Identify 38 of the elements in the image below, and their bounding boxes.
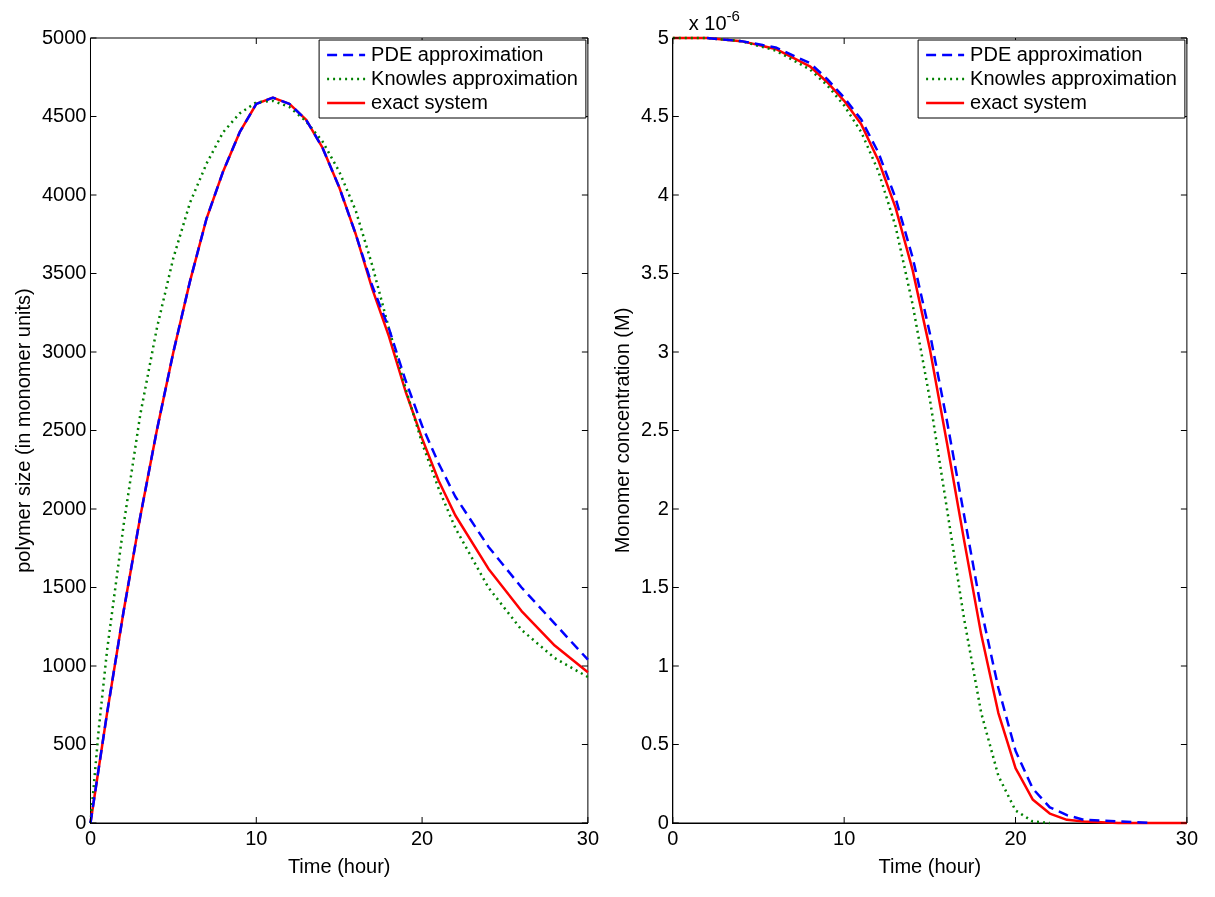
y-tick-label: 2500 [41,418,87,441]
y-tick-label: 5 [657,25,669,48]
x-tick-label: 10 [833,826,856,849]
x-tick-label: 10 [245,826,268,849]
y-tick-label: 500 [53,732,87,755]
y-tick-label: 1000 [41,653,87,676]
legend-label: exact system [371,90,488,113]
y-tick-label: 3 [657,339,669,362]
y-tick-label: 3500 [41,261,87,284]
y-axis-title: Monomer concentration (M) [610,307,633,554]
y-tick-label: 5000 [41,25,87,48]
y-tick-label: 4000 [41,182,87,205]
y-tick-label: 0 [657,810,669,833]
y-tick-label: 4.5 [640,104,669,127]
legend-label: Knowles approximation [371,66,578,89]
x-tick-label: 30 [576,826,599,849]
x-tick-label: 20 [410,826,434,849]
y-axis-title: polymer size (in monomer units) [11,288,34,573]
legend-label: PDE approximation [970,42,1143,65]
y-tick-label: 1.5 [640,575,669,598]
y-tick-label: 3.5 [640,261,669,284]
y-tick-label: 1500 [41,575,87,598]
x-axis-title: Time (hour) [878,854,982,877]
y-tick-label: 3000 [41,339,87,362]
y-tick-label: 1 [657,653,669,676]
y-tick-label: 0 [75,810,87,833]
legend-label: PDE approximation [371,42,544,65]
y-tick-label: 2.5 [640,418,669,441]
x-axis-title: Time (hour) [287,854,391,877]
y-tick-label: 4 [657,182,669,205]
x-tick-label: 20 [1004,826,1027,849]
y-tick-label: 2000 [41,496,87,519]
y-tick-label: 2 [657,496,669,519]
y-tick-label: 0.5 [640,732,669,755]
legend-label: Knowles approximation [970,66,1177,89]
x-tick-label: 30 [1175,826,1198,849]
y-tick-label: 4500 [41,104,87,127]
legend-label: exact system [970,90,1087,113]
